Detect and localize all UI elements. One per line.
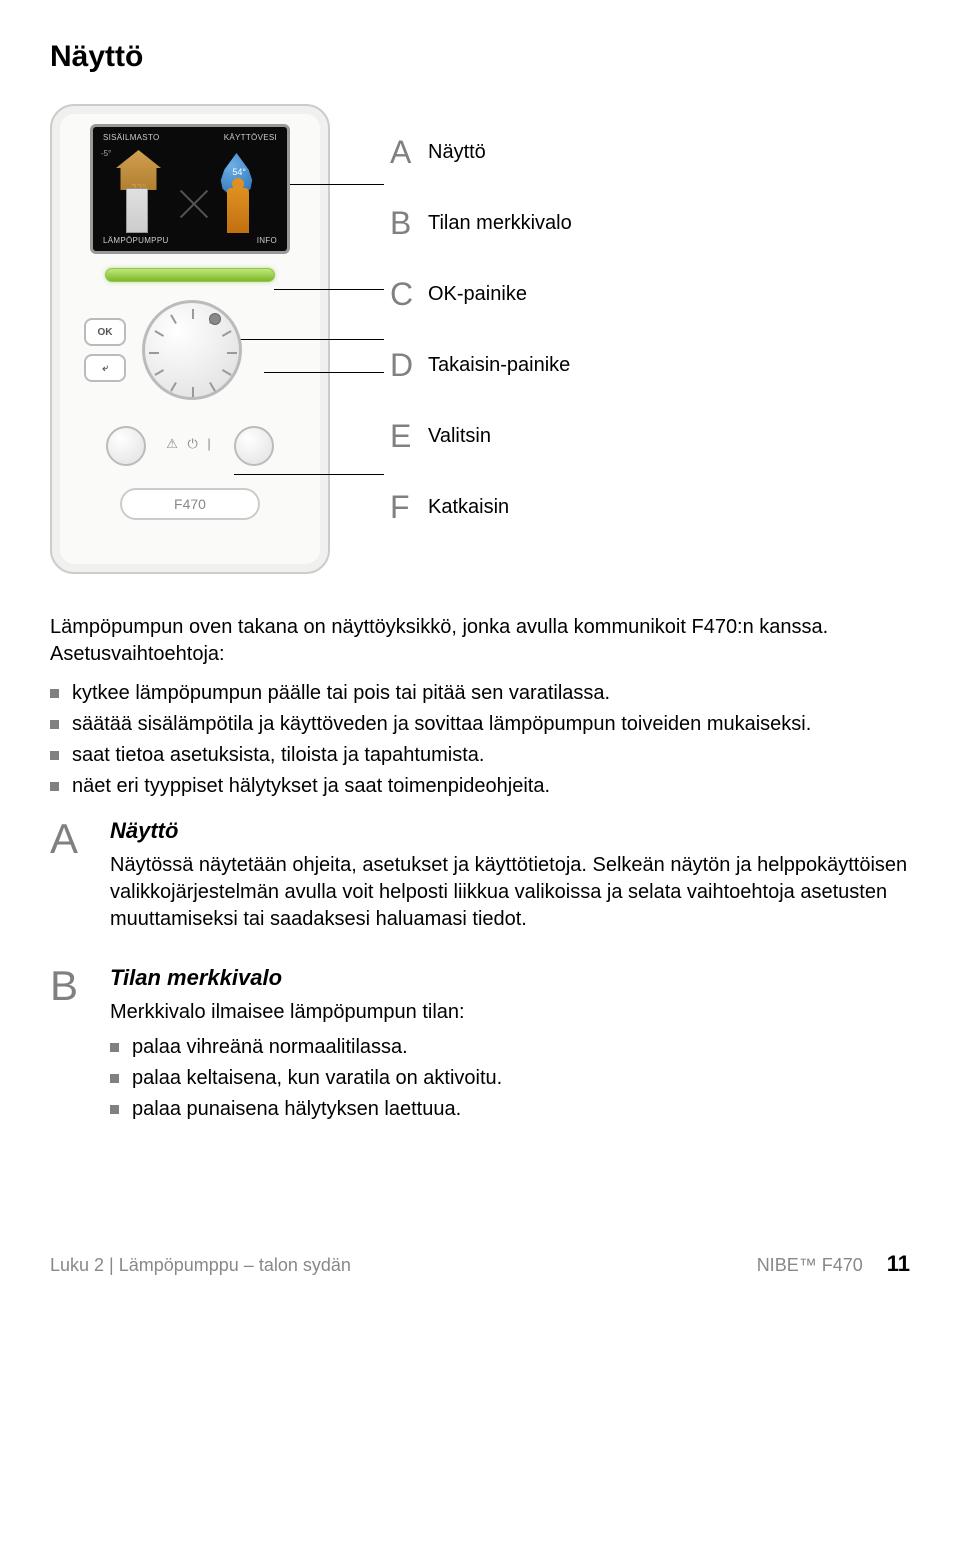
section-text: Näytössä näytetään ohjeita, asetukset ja… bbox=[110, 852, 910, 933]
section-title: Tilan merkkivalo bbox=[110, 965, 910, 991]
ok-button[interactable]: OK bbox=[84, 318, 126, 346]
info-icon bbox=[227, 188, 249, 233]
legend-item-d: D Takaisin-painike bbox=[390, 347, 572, 384]
section-intro: Merkkivalo ilmaisee lämpöpumpun tilan: bbox=[110, 999, 910, 1026]
round-button-left[interactable] bbox=[106, 426, 146, 466]
list-item: saat tietoa asetuksista, tiloista ja tap… bbox=[50, 742, 910, 769]
legend-label: Valitsin bbox=[428, 425, 491, 448]
screen-star-icon bbox=[176, 186, 213, 223]
device-panel: SISÄILMASTO KÄYTTÖVESI LÄMPÖPUMPPU INFO … bbox=[50, 104, 330, 574]
legend-label: OK-painike bbox=[428, 283, 527, 306]
page-footer: Luku 2 | Lämpöpumppu – talon sydän NIBE™… bbox=[50, 1251, 910, 1277]
legend-letter: C bbox=[390, 276, 418, 313]
intro-paragraph: Lämpöpumpun oven takana on näyttöyksikkö… bbox=[50, 614, 910, 668]
section-b: B Tilan merkkivalo Merkkivalo ilmaisee l… bbox=[50, 965, 910, 1141]
leader-line-f bbox=[234, 474, 384, 475]
legend-letter: A bbox=[390, 134, 418, 171]
selector-dial[interactable] bbox=[142, 300, 242, 400]
list-item: näet eri tyyppiset hälytykset ja saat to… bbox=[50, 773, 910, 800]
section-letter: A bbox=[50, 818, 90, 941]
screen-label-indoor: SISÄILMASTO bbox=[103, 133, 160, 142]
legend-item-e: E Valitsin bbox=[390, 418, 572, 455]
list-item: palaa punaisena hälytyksen laettuua. bbox=[110, 1096, 910, 1123]
dial-indicator bbox=[209, 313, 221, 325]
legend-letter: B bbox=[390, 205, 418, 242]
legend-label: Takaisin-painike bbox=[428, 354, 570, 377]
leader-line-a bbox=[274, 184, 384, 185]
legend-letter: E bbox=[390, 418, 418, 455]
legend-item-c: C OK-painike bbox=[390, 276, 572, 313]
device-and-legend-row: SISÄILMASTO KÄYTTÖVESI LÄMPÖPUMPPU INFO … bbox=[50, 104, 910, 574]
pump-bar-icon bbox=[126, 188, 148, 233]
page-title: Näyttö bbox=[50, 40, 910, 74]
leader-line-e bbox=[264, 372, 384, 373]
list-item: kytkee lämpöpumpun päälle tai pois tai p… bbox=[50, 680, 910, 707]
list-item: säätää sisälämpötila ja käyttöveden ja s… bbox=[50, 711, 910, 738]
back-button[interactable]: ⤶ bbox=[84, 354, 126, 382]
screen-label-info: INFO bbox=[257, 236, 277, 245]
round-button-right[interactable] bbox=[234, 426, 274, 466]
legend-item-a: A Näyttö bbox=[390, 134, 572, 171]
legend-letter: F bbox=[390, 489, 418, 526]
leader-line-b bbox=[274, 289, 384, 290]
legend-letter: D bbox=[390, 347, 418, 384]
outside-temp-value: -5° bbox=[101, 149, 111, 158]
switch-strip[interactable]: ⚠ ⏻ | bbox=[160, 436, 220, 452]
section-a: A Näyttö Näytössä näytetään ohjeita, ase… bbox=[50, 818, 910, 941]
legend-label: Katkaisin bbox=[428, 496, 509, 519]
list-item: palaa keltaisena, kun varatila on aktivo… bbox=[110, 1065, 910, 1092]
screen-label-pump: LÄMPÖPUMPPU bbox=[103, 236, 169, 245]
screen-label-water: KÄYTTÖVESI bbox=[224, 133, 277, 142]
status-led bbox=[105, 268, 275, 282]
footer-page-number: 11 bbox=[887, 1251, 910, 1277]
list-item: palaa vihreänä normaalitilassa. bbox=[110, 1034, 910, 1061]
status-bullets: palaa vihreänä normaalitilassa. palaa ke… bbox=[110, 1034, 910, 1123]
footer-model: NIBE™ F470 bbox=[757, 1255, 863, 1276]
water-temp-value: 54° bbox=[232, 167, 246, 177]
model-badge: F470 bbox=[120, 488, 260, 520]
footer-chapter: Luku 2 | Lämpöpumppu – talon sydän bbox=[50, 1255, 351, 1276]
options-list: kytkee lämpöpumpun päälle tai pois tai p… bbox=[50, 680, 910, 800]
legend-label: Näyttö bbox=[428, 141, 486, 164]
legend-item-f: F Katkaisin bbox=[390, 489, 572, 526]
legend: A Näyttö B Tilan merkkivalo C OK-painike… bbox=[390, 134, 572, 574]
legend-label: Tilan merkkivalo bbox=[428, 212, 572, 235]
legend-item-b: B Tilan merkkivalo bbox=[390, 205, 572, 242]
section-letter: B bbox=[50, 965, 90, 1141]
device-screen: SISÄILMASTO KÄYTTÖVESI LÄMPÖPUMPPU INFO … bbox=[90, 124, 290, 254]
section-title: Näyttö bbox=[110, 818, 910, 844]
